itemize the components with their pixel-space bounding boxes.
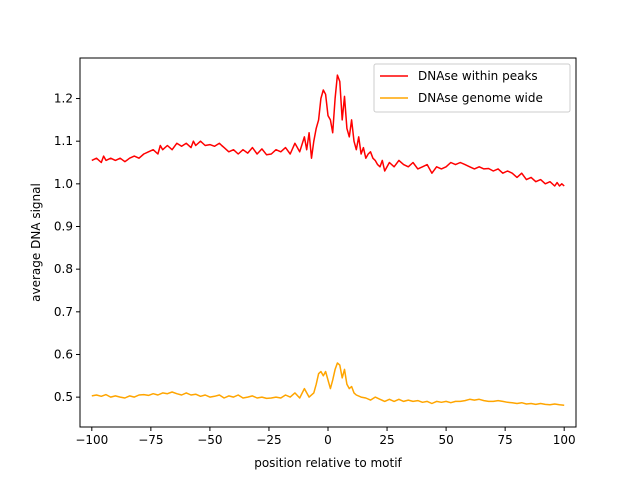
y-axis-label: average DNA signal <box>29 183 43 302</box>
y-tick-label: 1.1 <box>54 134 73 148</box>
x-axis-ticks: −100 −75 −50 −25 0 25 50 75 100 <box>75 427 576 447</box>
legend-frame <box>373 63 571 113</box>
x-tick-label: 0 <box>324 433 332 447</box>
legend-label-genome-wide: DNAse genome wide <box>418 91 543 105</box>
x-axis-label: position relative to motif <box>254 456 402 470</box>
y-tick-label: 0.5 <box>54 390 73 404</box>
x-tick-label: 100 <box>553 433 576 447</box>
x-tick-label: 25 <box>379 433 394 447</box>
y-tick-label: 0.7 <box>54 305 73 319</box>
y-tick-label: 1.2 <box>54 92 73 106</box>
y-tick-label: 0.8 <box>54 262 73 276</box>
y-axis-ticks: 0.5 0.6 0.7 0.8 0.9 1.0 1.1 1.2 <box>54 92 80 404</box>
legend: DNAse within peaks DNAse genome wide <box>373 63 571 113</box>
x-tick-label: 75 <box>498 433 513 447</box>
plot-lines <box>91 74 565 406</box>
x-tick-label: −100 <box>75 433 108 447</box>
legend-label-within-peaks: DNAse within peaks <box>418 69 538 83</box>
x-tick-label: −25 <box>256 433 281 447</box>
y-tick-label: 1.0 <box>54 177 73 191</box>
x-tick-label: −75 <box>138 433 163 447</box>
y-tick-label: 0.6 <box>54 347 73 361</box>
x-tick-label: 50 <box>438 433 453 447</box>
series-line-1 <box>91 362 565 406</box>
y-tick-label: 0.9 <box>54 220 73 234</box>
x-tick-label: −50 <box>197 433 222 447</box>
series-line-0 <box>91 74 565 187</box>
